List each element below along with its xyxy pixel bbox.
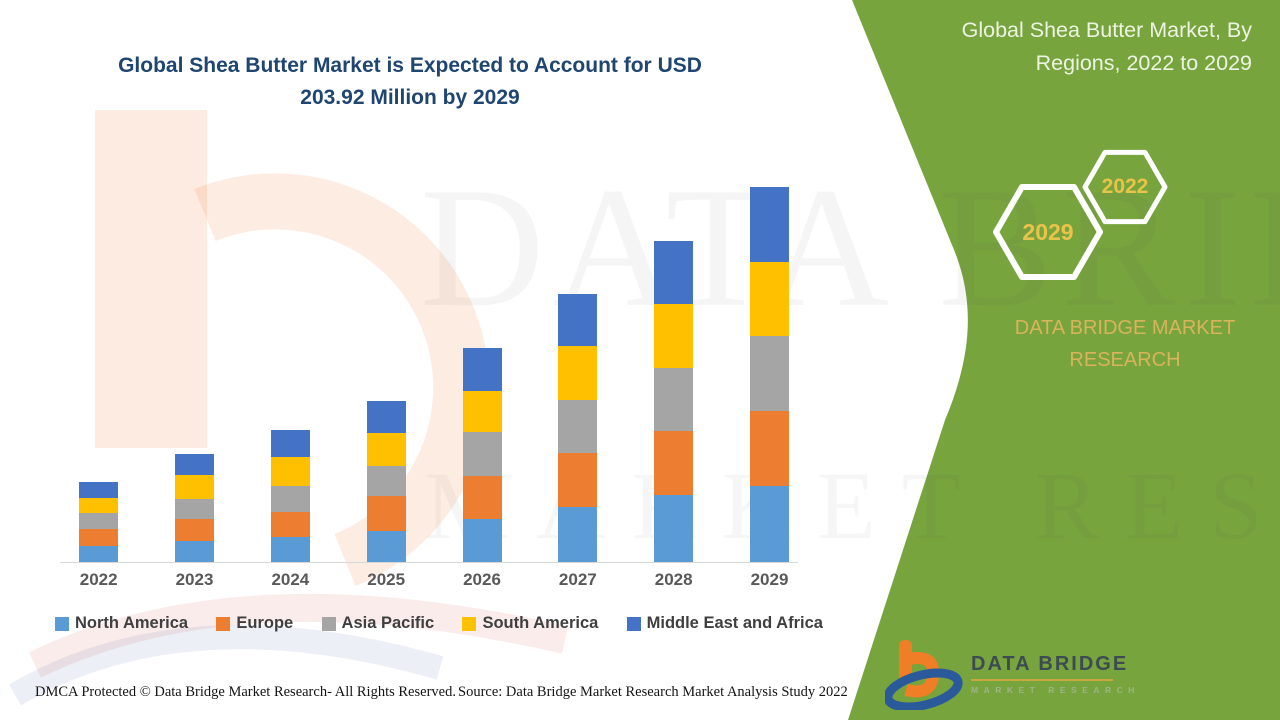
chart-title-line2: 203.92 Million by 2029 xyxy=(300,85,520,109)
source-footer-text: Source: Data Bridge Market Research Mark… xyxy=(458,684,848,700)
panel-heading-line1: Global Shea Butter Market, By xyxy=(961,18,1252,42)
bar-segment-2029-south-america xyxy=(750,261,789,336)
legend-item-north-america: North America xyxy=(55,614,188,633)
bar-segment-2022-middle-east-and-africa xyxy=(79,482,119,498)
bar-2025 xyxy=(366,401,406,562)
bar-segment-2025-south-america xyxy=(366,432,406,466)
bar-segment-2026-south-america xyxy=(462,391,502,433)
x-axis-label-2027: 2027 xyxy=(558,570,597,589)
legend-item-asia-pacific: Asia Pacific xyxy=(321,614,435,633)
bar-segment-2028-asia-pacific xyxy=(654,367,694,432)
bar-segment-2022-asia-pacific xyxy=(79,512,119,529)
dmca-footer-text: DMCA Protected © Data Bridge Market Rese… xyxy=(35,684,456,700)
chart-title: Global Shea Butter Market is Expected to… xyxy=(80,50,740,114)
logo-text-block: DATA BRIDGE MARKET RESEARCH xyxy=(971,653,1140,695)
bar-segment-2029-middle-east-and-africa xyxy=(750,186,789,262)
bar-segment-2025-north-america xyxy=(366,531,406,562)
bar-2022 xyxy=(79,482,119,562)
legend-label: Middle East and Africa xyxy=(646,614,823,632)
bar-segment-2029-asia-pacific xyxy=(750,335,789,411)
bar-segment-2026-middle-east-and-africa xyxy=(462,348,502,392)
bar-segment-2025-asia-pacific xyxy=(366,465,406,497)
bar-segment-2026-europe xyxy=(462,476,502,519)
hexagon-2022 xyxy=(1082,149,1168,225)
legend-item-europe: Europe xyxy=(216,614,293,633)
bar-segment-2027-south-america xyxy=(558,346,598,400)
bar-segment-2024-north-america xyxy=(270,537,310,562)
hexagon-2029-label: 2029 xyxy=(1022,219,1074,245)
bar-segment-2028-europe xyxy=(654,431,694,496)
bar-segment-2028-north-america xyxy=(654,495,694,562)
x-axis-line xyxy=(60,562,798,563)
x-axis-label-2025: 2025 xyxy=(367,570,406,589)
bar-segment-2024-asia-pacific xyxy=(270,485,310,513)
legend-marker xyxy=(462,616,477,631)
legend-item-middle-east-and-africa: Middle East and Africa xyxy=(626,614,823,633)
panel-heading-line2: Regions, 2022 to 2029 xyxy=(1035,51,1252,76)
bar-2024 xyxy=(270,429,310,562)
bar-segment-2025-europe xyxy=(366,496,406,532)
bar-segment-2026-north-america xyxy=(462,518,502,562)
bar-segment-2023-middle-east-and-africa xyxy=(175,454,215,475)
logo-d-swoosh xyxy=(885,668,963,710)
bar-segment-2023-europe xyxy=(175,518,215,542)
legend-marker xyxy=(321,616,336,631)
bar-segment-2027-europe xyxy=(558,453,598,507)
x-axis-label-2028: 2028 xyxy=(654,570,693,589)
bar-2026 xyxy=(462,348,502,562)
legend-label: Europe xyxy=(236,614,294,632)
logo-underline xyxy=(971,679,1113,681)
bar-segment-2029-europe xyxy=(750,410,789,486)
x-axis-label-2024: 2024 xyxy=(271,570,310,589)
legend-marker xyxy=(55,616,69,631)
panel-brand-text: DATA BRIDGE MARKET RESEARCH xyxy=(1014,317,1236,371)
bar-segment-2027-asia-pacific xyxy=(558,399,598,454)
bar-segment-2024-middle-east-and-africa xyxy=(270,429,310,457)
chart-title-line1: Global Shea Butter Market is Expected to… xyxy=(118,54,702,77)
bar-segment-2027-north-america xyxy=(558,506,598,562)
legend-label: North America xyxy=(75,614,189,632)
bar-segment-2023-south-america xyxy=(175,475,215,499)
logo-sub-text: MARKET RESEARCH xyxy=(971,685,1140,695)
x-axis-label-2023: 2023 xyxy=(175,570,214,589)
bar-segment-2029-north-america xyxy=(750,485,789,562)
hexagon-2029 xyxy=(993,184,1103,280)
logo-name-text: DATA BRIDGE xyxy=(971,653,1129,675)
bar-2027 xyxy=(558,294,598,562)
bar-2028 xyxy=(654,240,694,562)
bar-segment-2028-south-america xyxy=(654,303,694,368)
green-panel-shape xyxy=(848,0,1280,720)
bar-segment-2023-asia-pacific xyxy=(175,498,215,519)
x-axis-label-2029: 2029 xyxy=(750,570,789,589)
bar-segment-2024-south-america xyxy=(270,456,310,486)
bar-segment-2022-north-america xyxy=(79,546,119,562)
x-axis-label-2026: 2026 xyxy=(463,570,501,589)
bar-segment-2022-south-america xyxy=(79,497,119,513)
legend-item-south-america: South America xyxy=(462,614,598,633)
legend-marker xyxy=(216,616,231,631)
bar-segment-2026-asia-pacific xyxy=(462,432,502,477)
bar-segment-2023-north-america xyxy=(175,541,215,562)
data-bridge-logo-icon xyxy=(885,640,963,710)
bar-segment-2027-middle-east-and-africa xyxy=(558,294,598,347)
legend-label: Asia Pacific xyxy=(341,614,435,632)
legend-marker xyxy=(626,616,641,631)
bar-segment-2028-middle-east-and-africa xyxy=(654,240,694,304)
x-axis-label-2022: 2022 xyxy=(79,570,118,589)
stacked-bar-chart: 2022 2023 2024 2025 2026 2027 2028 2029 xyxy=(60,150,800,589)
bar-segment-2025-middle-east-and-africa xyxy=(366,401,406,433)
data-bridge-logo: DATA BRIDGE MARKET RESEARCH xyxy=(885,638,1140,710)
legend-label: South America xyxy=(482,614,599,632)
bar-segment-2022-europe xyxy=(79,528,119,546)
bar-2023 xyxy=(175,454,215,562)
hexagon-2022-label: 2022 xyxy=(1101,175,1149,198)
bar-segment-2024-europe xyxy=(270,512,310,538)
bar-2029 xyxy=(750,186,789,562)
chart-legend: North America Europe Asia Pacific South Ame… xyxy=(55,614,823,633)
panel-heading: Global Shea Butter Market, By Regions, 2… xyxy=(882,14,1252,81)
